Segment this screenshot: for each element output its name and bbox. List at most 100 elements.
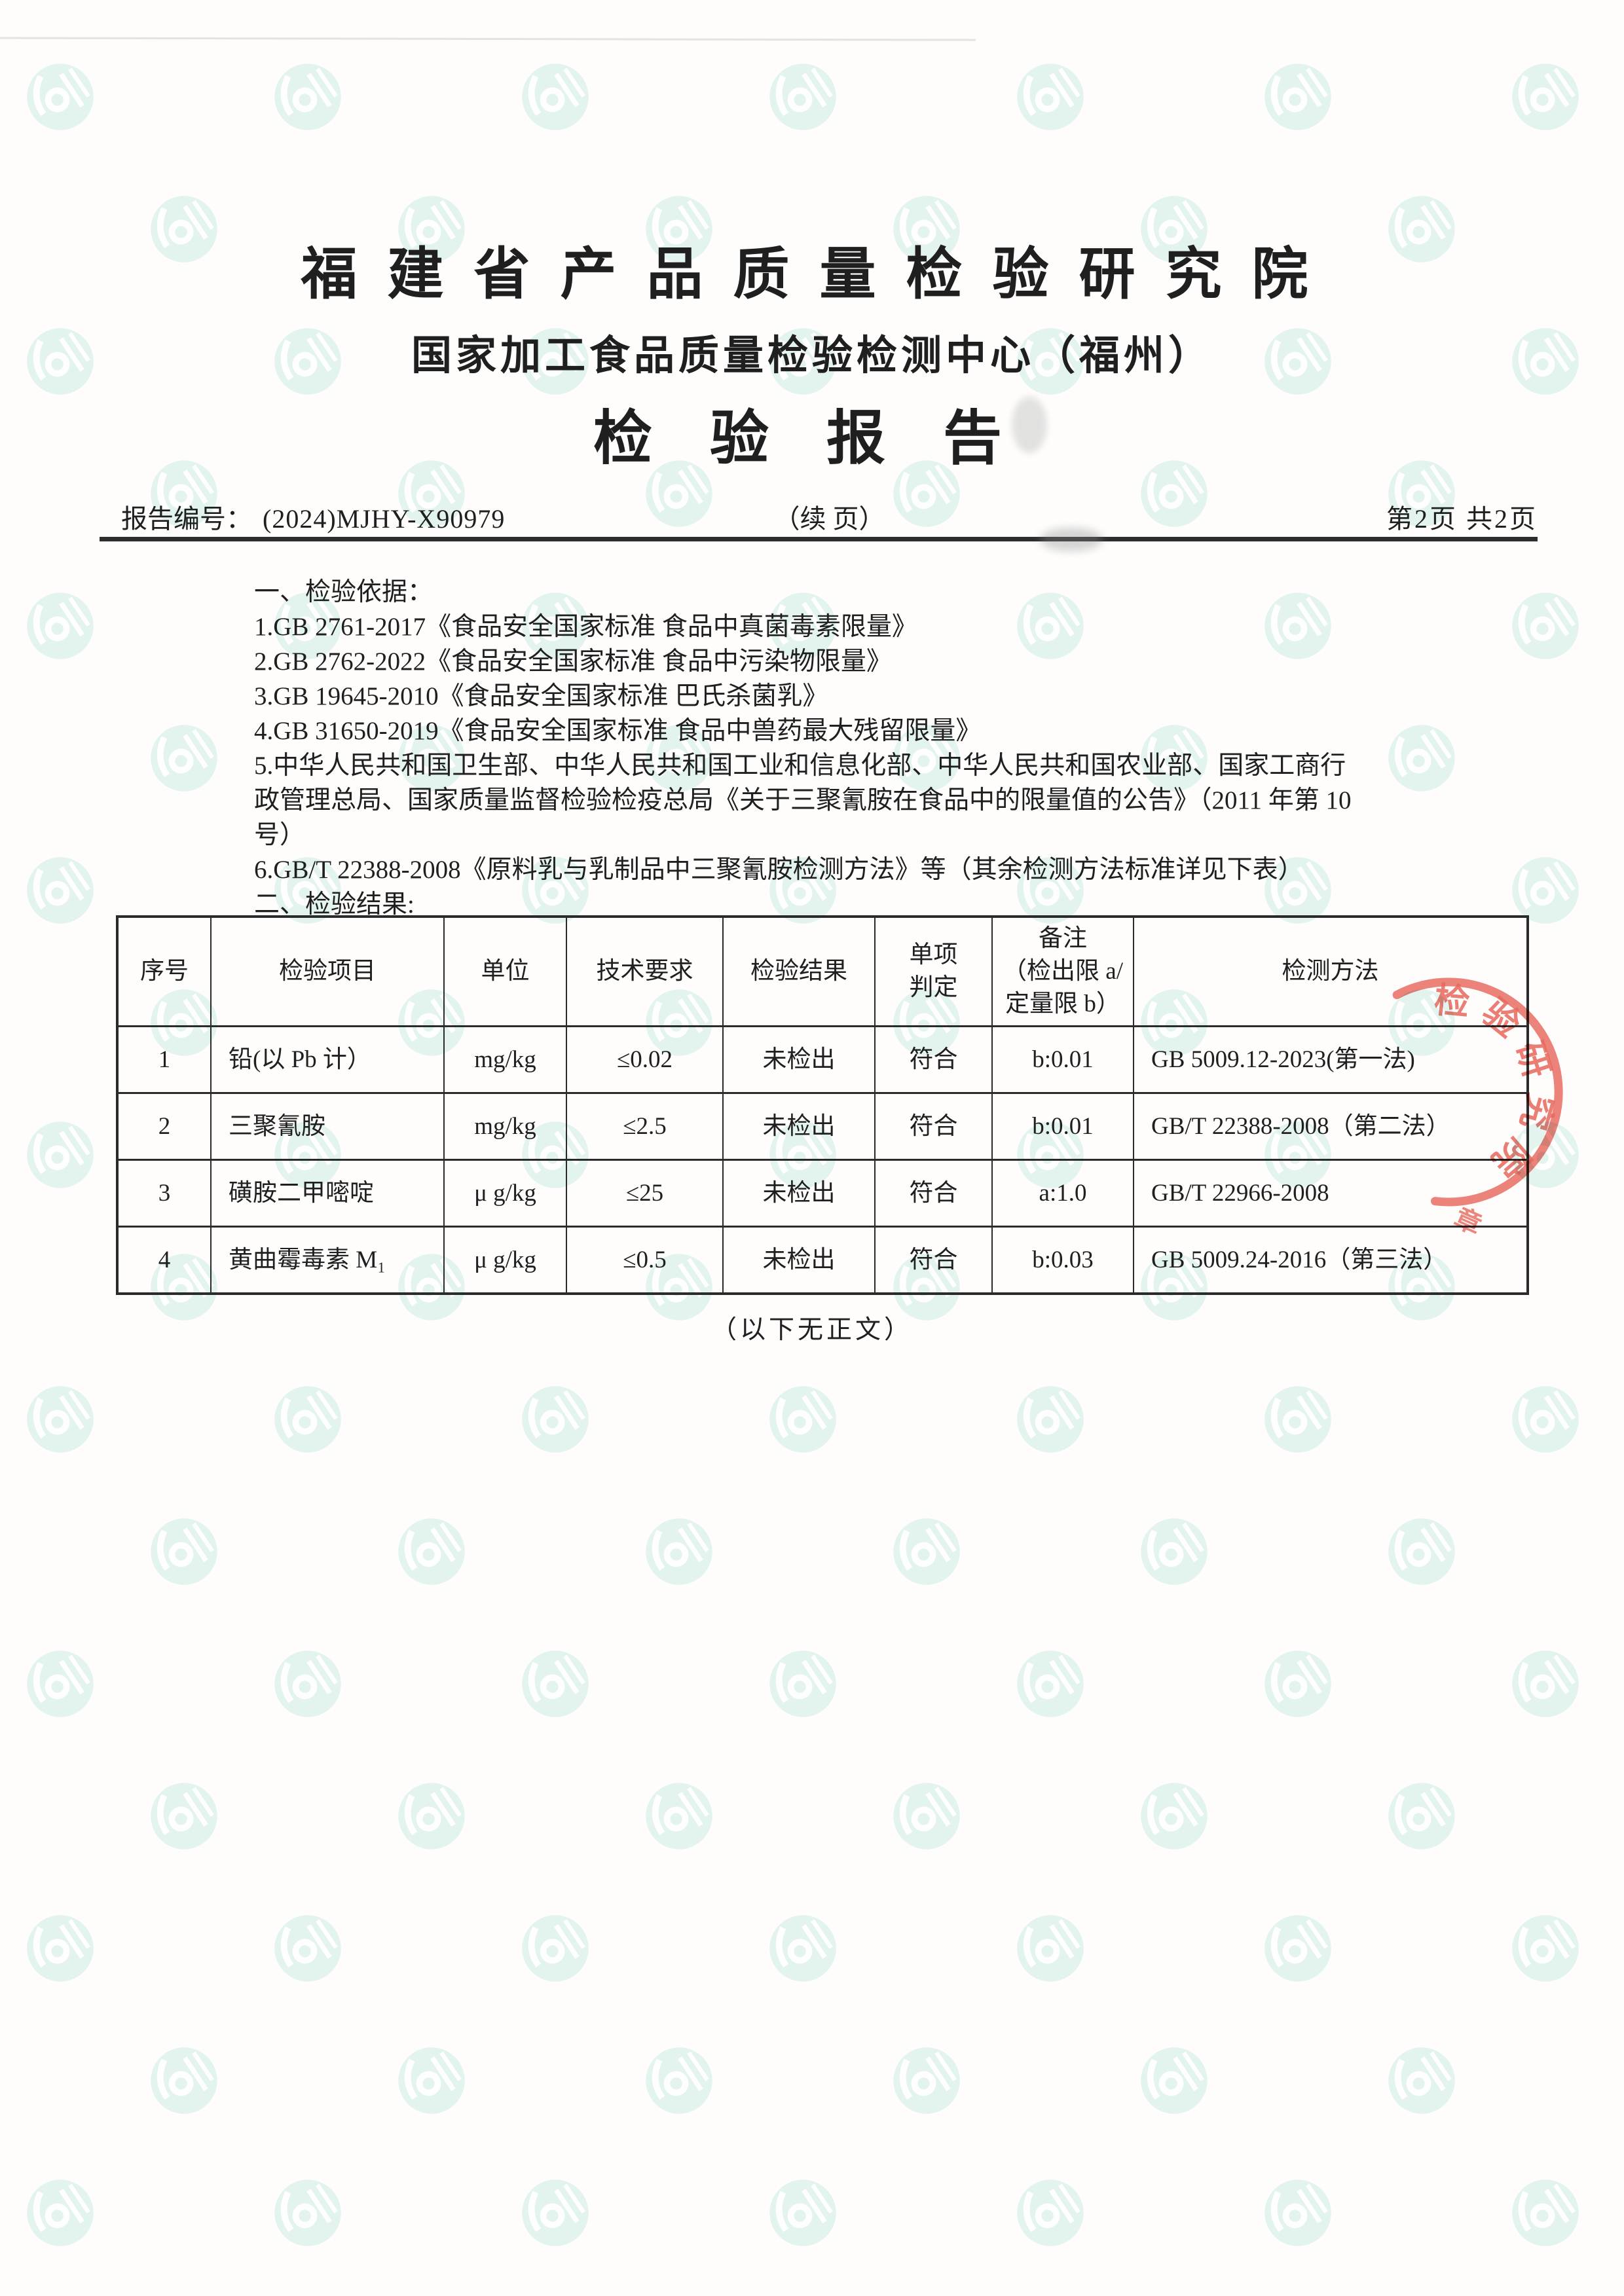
column-header: 单位 (443, 918, 566, 1025)
watermark-logo (767, 326, 838, 400)
table-cell: ≤2.5 (566, 1092, 722, 1159)
watermark-logo (767, 1649, 838, 1722)
watermark-logo (1510, 1649, 1581, 1722)
continuation-label: （续 页） (773, 504, 885, 534)
basis-line: 政管理总局、国家质量监督检验检疫总局《关于三聚氰胺在食品中的限量值的公告》（20… (254, 786, 1352, 814)
watermark-logo (1386, 1781, 1457, 1855)
watermark-logo (149, 723, 219, 797)
table-cell: GB/T 22966-2008 (1133, 1159, 1526, 1226)
inspection-basis-block: 一、检验依据： 1.GB 2761-2017《食品安全国家标准 食品中真菌毒素限… (254, 575, 1352, 922)
watermark-logo (1263, 1649, 1333, 1722)
watermark-logo (25, 855, 96, 929)
watermark-logo (1263, 855, 1333, 929)
table-cell: 符合 (874, 1159, 991, 1226)
table-cell: 符合 (874, 1092, 991, 1159)
watermark-logo (644, 1252, 714, 1326)
watermark-logo (149, 2045, 219, 2119)
watermark-logo (272, 591, 343, 665)
basis-line: 1.GB 2761-2017《食品安全国家标准 食品中真菌毒素限量》 (254, 613, 917, 641)
watermark-logo (1015, 1384, 1086, 1458)
watermark-logo (1015, 2178, 1086, 2251)
watermark-logo (396, 194, 467, 268)
watermark-logo (891, 723, 962, 797)
results-table: 序号 检验项目 单位 技术要求 检验结果 单项 判定 备注 （检出限 a/ 定量… (116, 915, 1529, 1295)
table-cell: 2 (119, 1092, 210, 1159)
table-cell: ≤25 (566, 1159, 722, 1226)
watermark-logo (767, 1913, 838, 1987)
table-cell: μ g/kg (443, 1159, 566, 1226)
watermark-logo (1015, 1913, 1086, 1987)
table-cell: 三聚氰胺 (210, 1092, 443, 1159)
table-row: 4 黄曲霉毒素 M₁ μ g/kg ≤0.5 未检出 符合 b:0.03 GB 5009.24… (119, 1226, 1526, 1292)
end-of-text-note: （以下无正文） (710, 1316, 913, 1344)
watermark-logo (644, 2045, 714, 2119)
watermark-logo (767, 62, 838, 136)
watermark-logo (520, 1649, 591, 1722)
page-indicator: 第2页 共2页 (1386, 504, 1538, 534)
watermark-logo (1139, 2045, 1209, 2119)
report-title: 检验报告 (593, 407, 1060, 471)
watermark-logo (1139, 987, 1209, 1061)
watermark-logo (25, 1384, 96, 1458)
watermark-logo (891, 1516, 962, 1590)
stamp-arc-text: 检验研究院 (1432, 980, 1560, 1190)
watermark-logo (396, 723, 467, 797)
table-cell: μ g/kg (443, 1226, 566, 1292)
table-header-row: 序号 检验项目 单位 技术要求 检验结果 单项 判定 备注 （检出限 a/ 定量… (119, 918, 1526, 1025)
inspection-seal-stamp: 检验研究院 章 (1392, 977, 1563, 1240)
watermark-logo (891, 1252, 962, 1326)
watermark-logo (767, 1384, 838, 1458)
watermark-logo (644, 723, 714, 797)
watermark-logo (644, 458, 714, 532)
table-cell: b:0.01 (991, 1025, 1133, 1092)
watermark-logo (1510, 1384, 1581, 1458)
watermark-logo (25, 1913, 96, 1987)
watermark-logo (520, 2178, 591, 2251)
watermark-logo (25, 1120, 96, 1194)
basis-line: 5.中华人民共和国卫生部、中华人民共和国工业和信息化部、中华人民共和国农业部、国… (254, 752, 1346, 780)
watermark-logo (891, 2045, 962, 2119)
watermark-logo (520, 855, 591, 929)
center-subtitle: 国家加工食品质量检验检测中心（福州） (411, 334, 1213, 378)
watermark-logo (891, 194, 962, 268)
watermark-logo (396, 458, 467, 532)
watermark-logo (1263, 1120, 1333, 1194)
watermark-logo (1139, 1252, 1209, 1326)
watermark-logo (272, 1120, 343, 1194)
scan-smudge (1012, 397, 1047, 453)
table-cell: 铅(以 Pb 计） (210, 1025, 443, 1092)
watermark-logo (272, 326, 343, 400)
watermark-logo (25, 326, 96, 400)
watermark-logo (891, 458, 962, 532)
column-header: 序号 (140, 958, 189, 985)
watermark-logo (272, 1913, 343, 1987)
table-cell: 1 (119, 1025, 210, 1092)
watermark-logo (25, 2178, 96, 2251)
watermark-logo (1386, 458, 1457, 532)
table-cell: b:0.01 (991, 1092, 1133, 1159)
table-cell: GB 5009.24-2016（第三法） (1133, 1226, 1526, 1292)
watermark-logo (1263, 1913, 1333, 1987)
watermark-logo (25, 1649, 96, 1722)
basis-line: 号） (254, 821, 306, 849)
watermark-logo (25, 62, 96, 136)
watermark-logo (272, 1384, 343, 1458)
watermark-logo (1386, 1516, 1457, 1590)
institute-title: 福建省产品质量检验研究院 (301, 243, 1338, 306)
table-row: 1 铅(以 Pb 计） mg/kg ≤0.02 未检出 符合 b:0.01 GB 5009.1… (119, 1025, 1526, 1092)
basis-line: 4.GB 31650-2019《食品安全国家标准 食品中兽药最大残留限量》 (254, 717, 982, 745)
table-cell: 未检出 (722, 1025, 874, 1092)
column-header: 检测方法 (1133, 918, 1526, 1025)
table-row: 3 磺胺二甲嘧啶 μ g/kg ≤25 未检出 符合 a:1.0 GB/T 22966-200… (119, 1159, 1526, 1226)
watermark-logo (644, 1781, 714, 1855)
watermark-logo (1139, 458, 1209, 532)
table-cell: 黄曲霉毒素 M₁ (210, 1226, 443, 1292)
table-cell: 符合 (874, 1226, 991, 1292)
watermark-logo (520, 1913, 591, 1987)
watermark-logo (1263, 62, 1333, 136)
watermark-logo (1386, 194, 1457, 268)
report-number: 报告编号： (2024)MJHY-X90979 (121, 498, 505, 536)
table-cell: ≤0.5 (566, 1226, 722, 1292)
table-cell: GB/T 22388-2008（第二法） (1133, 1092, 1526, 1159)
watermark-logo (1386, 987, 1457, 1061)
